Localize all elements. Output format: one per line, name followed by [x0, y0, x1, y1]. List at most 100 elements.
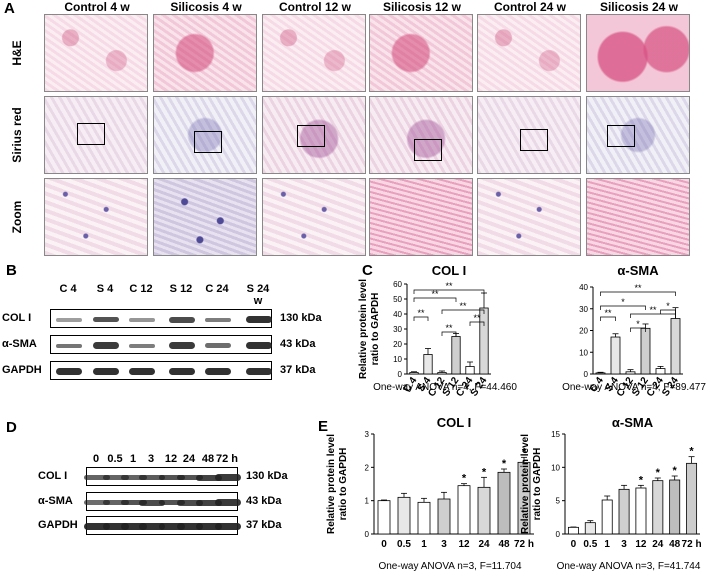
y-tick-label: 0: [365, 530, 370, 539]
column-header: Silicosis 4 w: [170, 0, 242, 14]
protein-band: [177, 474, 203, 481]
significance-star: *: [502, 458, 507, 470]
protein-band: [129, 368, 155, 375]
molecular-weight-label: 130 kDa: [280, 312, 322, 324]
y-tick-label: 2: [365, 463, 370, 472]
y-tick-label: 0: [556, 530, 561, 539]
micrograph-tile: [369, 96, 473, 174]
zoom-region-box: [520, 129, 548, 151]
lane-label: 24: [182, 453, 196, 465]
protein-band: [121, 499, 147, 506]
chart-title: α-SMA: [612, 415, 654, 430]
panel-label-a: A: [4, 0, 15, 17]
chart-title: COL I: [437, 415, 471, 430]
bar: [567, 526, 579, 535]
molecular-weight-label: 130 kDa: [246, 470, 288, 482]
bar: [497, 471, 511, 535]
y-tick-label: 10: [579, 348, 588, 357]
lane-label: S 4: [96, 283, 114, 295]
y-tick-label: 60: [393, 280, 402, 289]
significance-label: **: [649, 305, 657, 315]
micrograph-tile: [477, 178, 581, 256]
lane-label: S 24 w: [246, 283, 270, 307]
bar: [409, 372, 419, 375]
molecular-weight-label: 37 kDa: [246, 519, 282, 531]
bar: [451, 336, 461, 375]
protein-band: [196, 474, 222, 481]
significance-label: **: [417, 308, 425, 318]
protein-band: [196, 523, 222, 530]
chart-title: α-SMA: [617, 263, 659, 278]
protein-band: [246, 316, 272, 323]
western-blot-strip: [84, 516, 241, 535]
significance-star: *: [656, 467, 661, 479]
significance-bracket: [600, 316, 616, 321]
anova-annotation: One-way ANOVA n=4, F=89.477: [562, 382, 706, 393]
protein-band: [177, 523, 203, 530]
protein-band: [159, 499, 185, 506]
protein-band: [159, 523, 185, 530]
significance-bracket: [660, 309, 676, 314]
zoom-region-box: [607, 125, 635, 147]
bar: [465, 366, 475, 375]
bar: [417, 501, 431, 535]
lane-label: 48: [201, 453, 215, 465]
blot-protein-label: COL I: [38, 470, 68, 482]
western-blot-strip: [84, 492, 241, 511]
micrograph-tile: [153, 96, 257, 174]
protein-band: [169, 316, 195, 323]
lane-label: 0: [92, 453, 100, 465]
significance-star: *: [482, 466, 487, 478]
western-blot-strip: [50, 361, 272, 380]
y-axis-label-line2: ratio to GAPDH: [338, 448, 349, 521]
bar: [477, 486, 491, 535]
protein-band: [139, 499, 165, 506]
x-tick-label: 48: [669, 539, 681, 550]
bar: [595, 372, 606, 375]
y-tick-label: 40: [393, 310, 402, 319]
bar: [423, 354, 433, 375]
micrograph-tile: [477, 14, 581, 92]
chart-title: COL I: [432, 263, 466, 278]
anova-annotation: One-way ANOVA n=3, F=11.704: [378, 561, 521, 572]
y-tick-label: 10: [393, 355, 402, 364]
y-axis-label-line2: ratio to GAPDH: [532, 448, 543, 521]
micrograph-tile: [44, 96, 148, 174]
protein-band: [103, 523, 129, 530]
lane-label: C 12: [129, 283, 153, 295]
y-tick-label: 20: [393, 340, 402, 349]
y-tick-label: 3: [365, 430, 370, 439]
protein-band: [215, 523, 241, 530]
y-tick-label: 30: [393, 325, 402, 334]
significance-bracket: [600, 291, 676, 296]
blot-protein-label: α-SMA: [38, 495, 73, 507]
protein-band: [205, 368, 231, 375]
protein-band: [215, 474, 241, 481]
bar: [437, 372, 447, 375]
panel-label-d: D: [6, 419, 17, 436]
lane-label: 3: [147, 453, 155, 465]
bar: [635, 487, 647, 535]
micrograph-tile: [153, 14, 257, 92]
protein-band: [121, 523, 147, 530]
significance-label: *: [621, 297, 625, 307]
y-axis-label-line1: Relative protein level: [326, 434, 337, 534]
protein-band: [93, 368, 119, 375]
bar: [640, 327, 651, 375]
column-header: Control 4 w: [64, 0, 130, 14]
protein-band: [56, 368, 82, 375]
bar: [655, 368, 666, 375]
significance-star: *: [462, 473, 467, 485]
protein-band: [246, 368, 272, 375]
y-axis-label-line1: Relative protein level: [358, 279, 369, 379]
protein-band: [139, 523, 165, 530]
protein-band: [215, 499, 241, 506]
significance-bracket: [441, 331, 457, 336]
significance-star: *: [522, 446, 527, 458]
zoom-region-box: [194, 131, 222, 153]
zoom-region-box: [414, 139, 442, 161]
lane-label: 72 h: [215, 453, 238, 465]
western-blot-strip: [84, 467, 241, 486]
bar: [479, 307, 489, 375]
significance-label: **: [634, 283, 642, 293]
